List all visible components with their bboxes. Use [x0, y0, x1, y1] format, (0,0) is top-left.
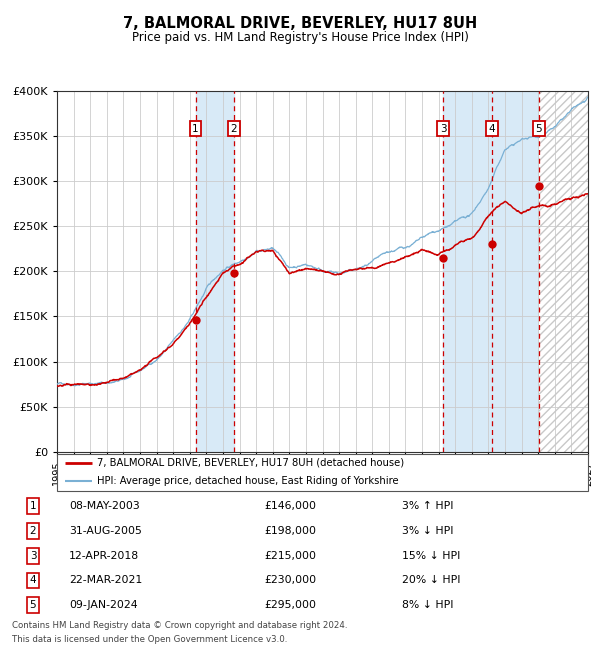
Text: 8% ↓ HPI: 8% ↓ HPI	[402, 600, 454, 610]
Text: 1: 1	[29, 501, 37, 512]
Text: 2: 2	[29, 526, 37, 536]
Text: Price paid vs. HM Land Registry's House Price Index (HPI): Price paid vs. HM Land Registry's House …	[131, 31, 469, 44]
Text: 15% ↓ HPI: 15% ↓ HPI	[402, 551, 460, 561]
Bar	[196, 91, 234, 452]
Text: 09-JAN-2024: 09-JAN-2024	[69, 600, 137, 610]
Text: 5: 5	[29, 600, 37, 610]
Text: 4: 4	[489, 124, 496, 134]
Text: HPI: Average price, detached house, East Riding of Yorkshire: HPI: Average price, detached house, East…	[97, 476, 398, 486]
Text: 20% ↓ HPI: 20% ↓ HPI	[402, 575, 461, 586]
Text: This data is licensed under the Open Government Licence v3.0.: This data is licensed under the Open Gov…	[12, 635, 287, 644]
Text: 22-MAR-2021: 22-MAR-2021	[69, 575, 142, 586]
Text: 2: 2	[231, 124, 238, 134]
Text: 12-APR-2018: 12-APR-2018	[69, 551, 139, 561]
Text: £146,000: £146,000	[264, 501, 316, 512]
Bar	[443, 91, 539, 452]
Text: 08-MAY-2003: 08-MAY-2003	[69, 501, 140, 512]
Text: 4: 4	[29, 575, 37, 586]
Text: £295,000: £295,000	[264, 600, 316, 610]
Text: £215,000: £215,000	[264, 551, 316, 561]
Text: 3% ↑ HPI: 3% ↑ HPI	[402, 501, 454, 512]
Text: 5: 5	[535, 124, 542, 134]
Text: 3: 3	[440, 124, 446, 134]
Text: 31-AUG-2005: 31-AUG-2005	[69, 526, 142, 536]
Text: 1: 1	[192, 124, 199, 134]
Text: 3% ↓ HPI: 3% ↓ HPI	[402, 526, 454, 536]
Text: Contains HM Land Registry data © Crown copyright and database right 2024.: Contains HM Land Registry data © Crown c…	[12, 621, 347, 630]
Text: 7, BALMORAL DRIVE, BEVERLEY, HU17 8UH (detached house): 7, BALMORAL DRIVE, BEVERLEY, HU17 8UH (d…	[97, 458, 404, 468]
Text: £230,000: £230,000	[264, 575, 316, 586]
Text: £198,000: £198,000	[264, 526, 316, 536]
Text: 3: 3	[29, 551, 37, 561]
Bar	[539, 91, 588, 452]
Text: 7, BALMORAL DRIVE, BEVERLEY, HU17 8UH: 7, BALMORAL DRIVE, BEVERLEY, HU17 8UH	[123, 16, 477, 31]
Bar	[539, 91, 588, 452]
